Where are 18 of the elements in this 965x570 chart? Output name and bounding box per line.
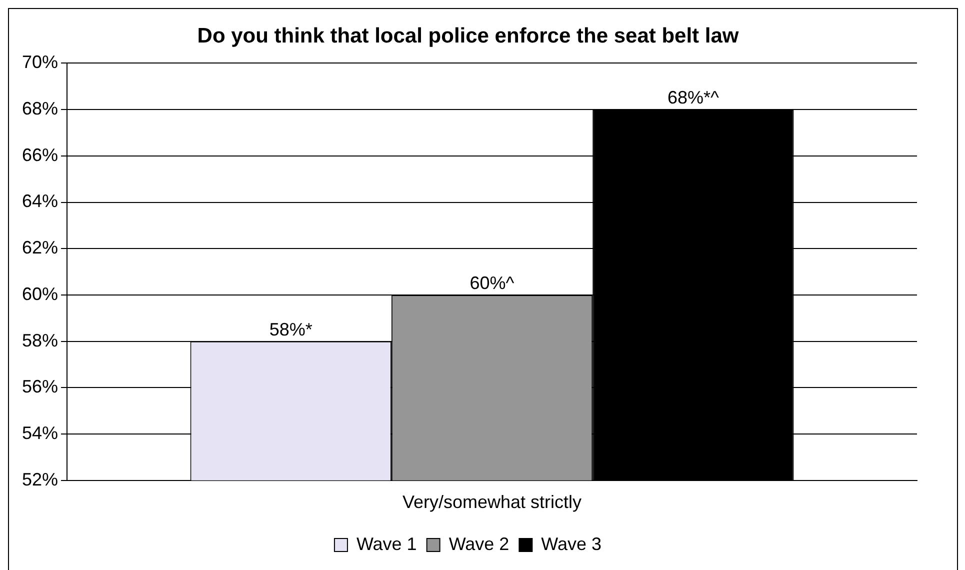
y-tick-label: 56% xyxy=(22,376,58,397)
y-tick-label: 54% xyxy=(22,423,58,444)
legend-label: Wave 3 xyxy=(541,534,602,554)
data-label: 68%*^ xyxy=(667,88,720,108)
y-tick-label: 58% xyxy=(22,330,58,350)
chart-title: Do you think that local police enforce the seat belt law xyxy=(197,24,740,48)
y-tick-label: 64% xyxy=(22,191,58,212)
data-label: 58%* xyxy=(269,319,312,340)
x-tick-label: Very/somewhat strictly xyxy=(402,492,582,512)
y-tick-label: 60% xyxy=(22,284,58,304)
data-label: 60%^ xyxy=(470,272,515,293)
y-tick-label: 68% xyxy=(22,98,58,119)
y-tick-label: 52% xyxy=(22,469,58,490)
y-tick-label: 66% xyxy=(22,144,58,165)
y-tick-label: 70% xyxy=(22,52,58,72)
legend-label: Wave 1 xyxy=(356,534,417,554)
legend-label: Wave 2 xyxy=(448,534,510,554)
y-tick-label: 62% xyxy=(22,238,58,258)
